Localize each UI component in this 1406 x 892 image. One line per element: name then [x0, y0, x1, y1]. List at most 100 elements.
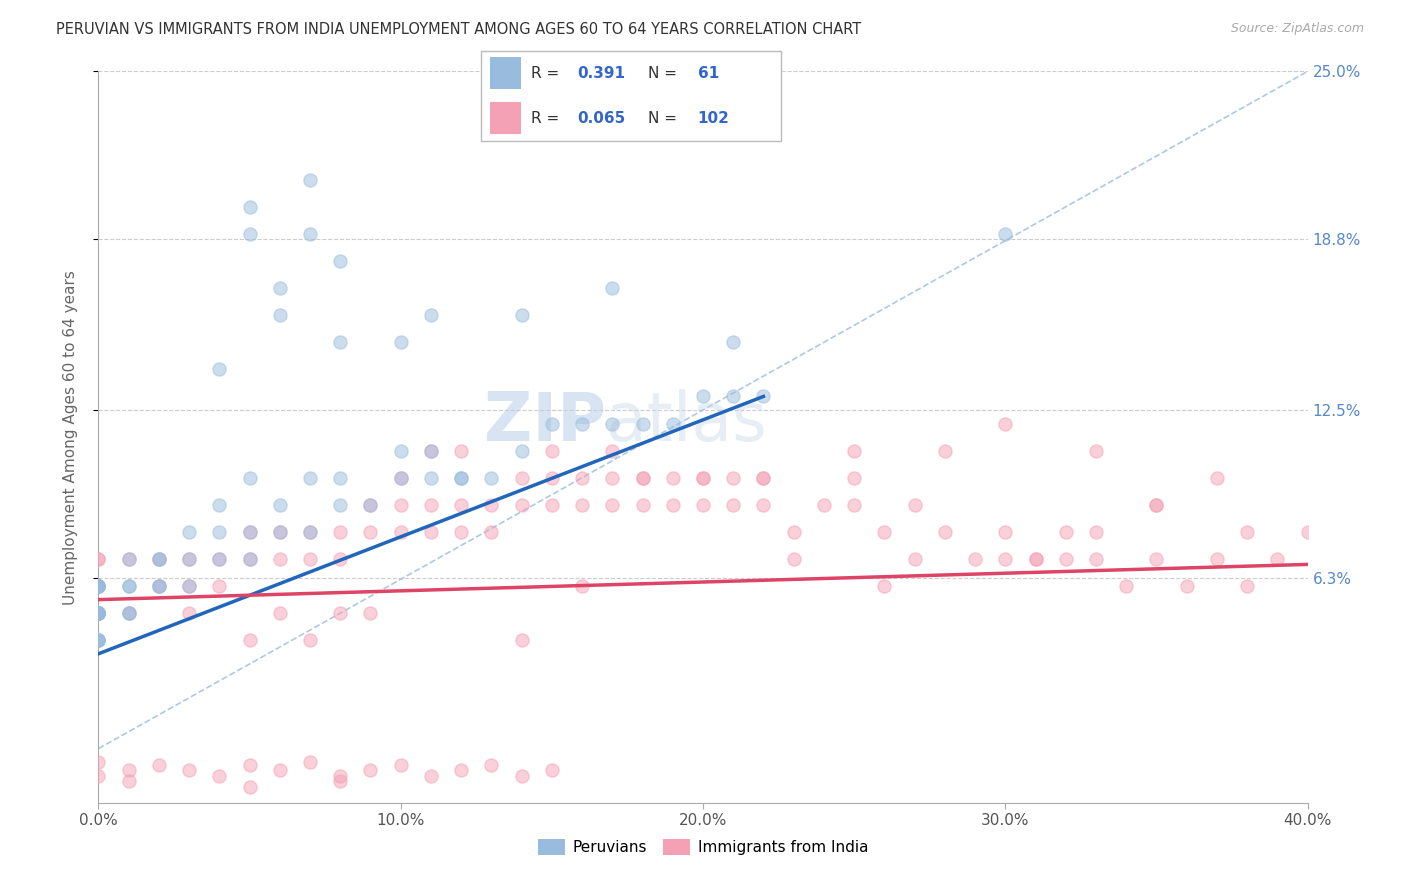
- Point: [87, 579, 110, 593]
- Point: [239, 633, 262, 648]
- Point: [389, 443, 412, 458]
- Point: [269, 764, 291, 778]
- Point: [1267, 552, 1289, 566]
- Point: [208, 552, 231, 566]
- Point: [299, 172, 322, 186]
- Point: [179, 524, 201, 539]
- Point: [1085, 443, 1108, 458]
- Point: [87, 606, 110, 620]
- Point: [269, 308, 291, 322]
- Point: [510, 443, 533, 458]
- Text: R =: R =: [530, 66, 564, 81]
- Point: [723, 498, 745, 512]
- Point: [87, 606, 110, 620]
- Point: [873, 524, 896, 539]
- Point: [1175, 579, 1198, 593]
- Point: [994, 524, 1017, 539]
- Point: [481, 471, 503, 485]
- Point: [450, 498, 472, 512]
- Point: [269, 281, 291, 295]
- Point: [87, 579, 110, 593]
- Point: [87, 606, 110, 620]
- Point: [87, 606, 110, 620]
- Point: [87, 606, 110, 620]
- Point: [87, 606, 110, 620]
- Point: [510, 498, 533, 512]
- Point: [571, 498, 593, 512]
- Text: R =: R =: [530, 111, 564, 126]
- Point: [329, 769, 352, 783]
- Point: [269, 524, 291, 539]
- Point: [87, 606, 110, 620]
- Point: [723, 389, 745, 403]
- Point: [602, 417, 624, 431]
- Point: [692, 471, 714, 485]
- Point: [148, 552, 170, 566]
- Point: [752, 389, 775, 403]
- Point: [239, 552, 262, 566]
- Point: [1054, 552, 1077, 566]
- Point: [571, 417, 593, 431]
- Point: [118, 774, 141, 789]
- Point: [692, 389, 714, 403]
- Point: [269, 606, 291, 620]
- Point: [87, 579, 110, 593]
- Point: [994, 552, 1017, 566]
- Point: [87, 606, 110, 620]
- Point: [329, 335, 352, 350]
- Point: [571, 579, 593, 593]
- Point: [813, 498, 835, 512]
- Point: [540, 764, 562, 778]
- Point: [299, 552, 322, 566]
- Point: [329, 471, 352, 485]
- Point: [299, 227, 322, 241]
- Text: atlas: atlas: [606, 390, 768, 456]
- Point: [179, 552, 201, 566]
- Point: [360, 524, 382, 539]
- Point: [389, 335, 412, 350]
- Point: [87, 579, 110, 593]
- Point: [844, 471, 866, 485]
- Point: [1206, 552, 1229, 566]
- Point: [148, 579, 170, 593]
- Point: [904, 498, 927, 512]
- Bar: [491, 103, 522, 135]
- Point: [87, 633, 110, 648]
- FancyBboxPatch shape: [481, 51, 782, 141]
- Point: [179, 764, 201, 778]
- Point: [239, 757, 262, 772]
- Point: [631, 417, 654, 431]
- Point: [602, 498, 624, 512]
- Point: [994, 417, 1017, 431]
- Point: [450, 764, 472, 778]
- Point: [360, 498, 382, 512]
- Text: 61: 61: [697, 66, 718, 81]
- Point: [420, 443, 443, 458]
- Point: [420, 471, 443, 485]
- Point: [602, 443, 624, 458]
- Point: [389, 757, 412, 772]
- Point: [510, 308, 533, 322]
- Point: [208, 579, 231, 593]
- Point: [450, 471, 472, 485]
- Y-axis label: Unemployment Among Ages 60 to 64 years: Unemployment Among Ages 60 to 64 years: [63, 269, 77, 605]
- Text: 102: 102: [697, 111, 730, 126]
- Point: [1054, 524, 1077, 539]
- Point: [450, 443, 472, 458]
- Point: [752, 471, 775, 485]
- Text: N =: N =: [648, 111, 682, 126]
- Point: [661, 471, 683, 485]
- Point: [208, 769, 231, 783]
- Point: [87, 552, 110, 566]
- Point: [329, 254, 352, 268]
- Point: [631, 471, 654, 485]
- Point: [87, 606, 110, 620]
- Point: [389, 524, 412, 539]
- Point: [1024, 552, 1046, 566]
- Point: [360, 498, 382, 512]
- Point: [873, 579, 896, 593]
- Point: [87, 633, 110, 648]
- Text: 0.391: 0.391: [576, 66, 626, 81]
- Point: [118, 579, 141, 593]
- Point: [420, 769, 443, 783]
